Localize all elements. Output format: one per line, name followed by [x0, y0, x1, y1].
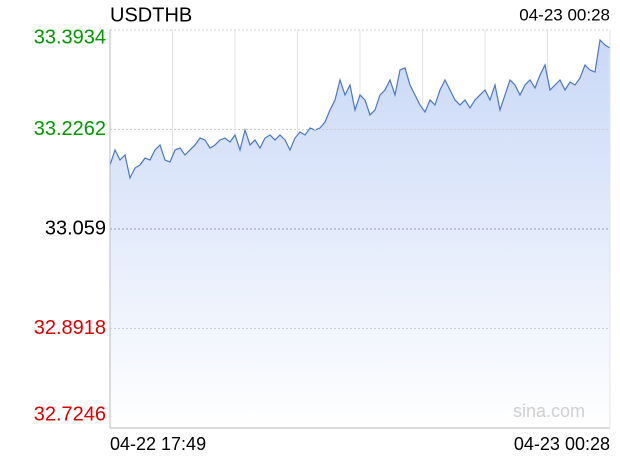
last-time: 04-23 00:28: [519, 5, 610, 24]
area: [110, 40, 610, 428]
line: [109, 38, 611, 180]
watermark: sina.com: [513, 401, 585, 421]
x-tick-label: 04-22 17:49: [110, 434, 206, 454]
chart-title: USDTHB: [110, 4, 192, 26]
y-tick-label: 32.7246: [34, 403, 106, 425]
x-tick-label: 04-23 00:28: [514, 434, 610, 454]
y-tick-label: 33.059: [45, 217, 106, 239]
y-tick-label: 33.2262: [34, 118, 106, 140]
y-tick-label: 33.3934: [34, 26, 106, 48]
y-tick-label: 32.8918: [34, 317, 106, 339]
